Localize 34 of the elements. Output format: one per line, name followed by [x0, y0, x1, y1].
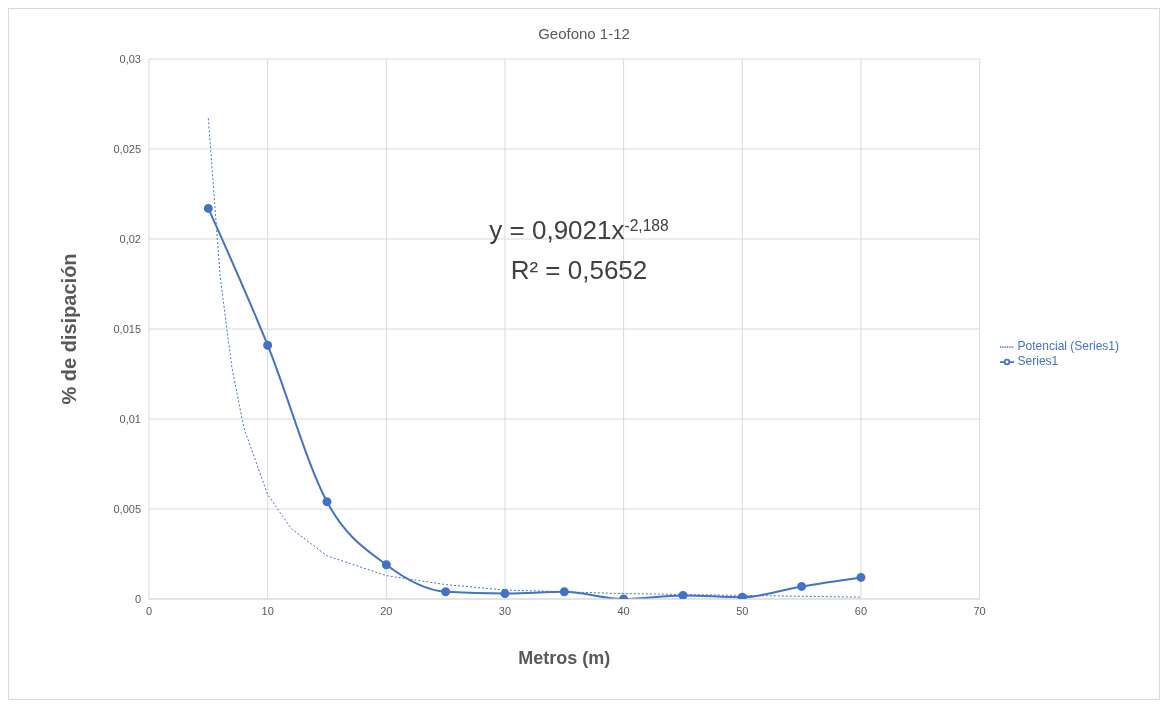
point	[500, 589, 510, 599]
point	[797, 581, 807, 591]
y-tick-label: 0	[134, 592, 141, 605]
point	[559, 587, 569, 597]
y-tick-label: 0,015	[113, 322, 141, 335]
legend-label: Series1	[1017, 354, 1059, 368]
point	[381, 560, 391, 570]
annotation: R² = 0,5652	[510, 255, 648, 285]
y-tick-label: 0,03	[119, 52, 141, 65]
y-tick-label: 0,005	[113, 502, 141, 515]
y-tick-label: 0,025	[113, 142, 141, 155]
x-axis-title: Metros (m)	[518, 648, 611, 668]
x-tick-label: 60	[854, 604, 868, 617]
annotation: y = 0,9021x$^{-2,188}$	[489, 215, 669, 245]
y-axis-title: % de disipación	[58, 253, 81, 405]
chart-title: Geofono 1-12	[538, 25, 630, 42]
x-tick-label: 30	[498, 604, 512, 617]
y-tick-label: 0,01	[119, 412, 141, 425]
x-tick-label: 10	[261, 604, 274, 617]
x-tick-label: 50	[736, 604, 749, 617]
point	[678, 590, 688, 599]
point	[322, 497, 332, 507]
x-tick-label: 40	[617, 604, 630, 617]
x-tick-label: 20	[380, 604, 393, 617]
point	[441, 587, 451, 597]
point	[856, 572, 866, 582]
x-tick-label: 70	[973, 604, 986, 617]
point	[263, 340, 273, 350]
legend-label: Potencial (Series1)	[1017, 339, 1119, 354]
y-tick-label: 0,02	[119, 232, 141, 245]
x-tick-label: 0	[145, 604, 153, 617]
line-series	[207, 117, 862, 599]
point	[203, 203, 213, 213]
point	[737, 592, 747, 599]
